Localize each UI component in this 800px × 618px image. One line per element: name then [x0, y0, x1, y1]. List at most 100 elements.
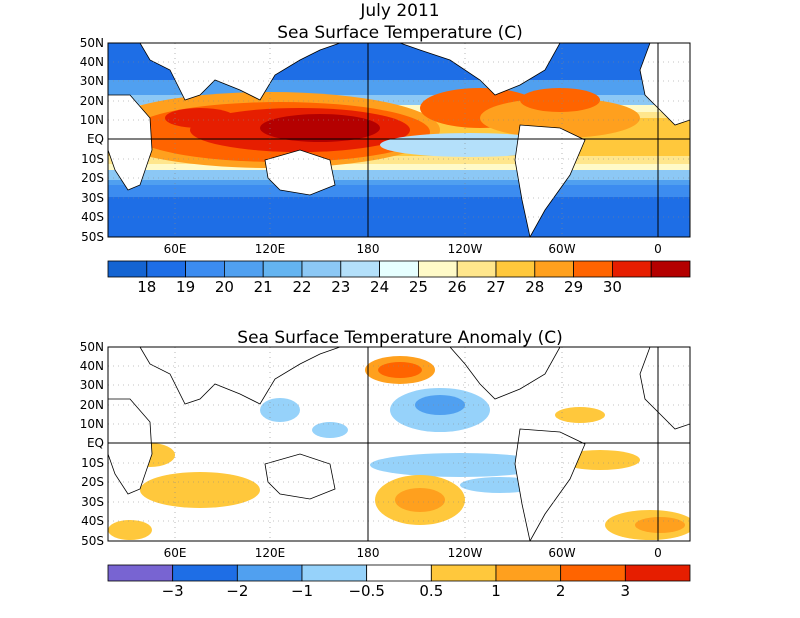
colorbar-swatch: [456, 260, 497, 278]
top-lat-label: 40S: [81, 210, 104, 224]
bottom-lat-label: 40S: [81, 514, 104, 528]
colorbar-label: 0.5: [419, 582, 443, 600]
colorbar-swatch: [430, 564, 497, 582]
colorbar-label: 23: [331, 278, 350, 296]
top-lon-label: 180: [357, 242, 380, 256]
top-lat-label: 40N: [80, 55, 104, 69]
colorbar-label: 21: [254, 278, 273, 296]
colorbar-label: 28: [525, 278, 544, 296]
africa-outline: [108, 398, 153, 495]
colorbar-swatch: [573, 260, 613, 278]
colorbar-label: 29: [564, 278, 583, 296]
bottom-map: [107, 346, 691, 542]
colorbar-label: 20: [215, 278, 234, 296]
eurasia-outline: [108, 347, 341, 405]
colorbar-swatch: [262, 260, 303, 278]
colorbar-swatch: [534, 260, 574, 278]
colorbar-swatch: [301, 260, 342, 278]
top-lat-label: 10S: [81, 152, 104, 166]
south-america-outline: [514, 428, 586, 541]
top-lon-label: 120E: [255, 242, 286, 256]
colorbar-label: 3: [621, 582, 631, 600]
colorbar-swatch: [624, 564, 691, 582]
top-lon-label: 60W: [548, 242, 575, 256]
top-continents: [108, 43, 690, 237]
australia-landmass: [264, 149, 336, 196]
top-lon-label: 60E: [164, 242, 187, 256]
colorbar-swatch: [236, 564, 303, 582]
colorbar-swatch: [107, 260, 148, 278]
colorbar-label: −2: [226, 582, 248, 600]
top-map-frame: [107, 42, 691, 238]
bottom-lat-label: 20S: [81, 475, 104, 489]
top-lat-label: 30S: [81, 191, 104, 205]
bottom-lat-label: 50S: [81, 534, 104, 548]
top-lat-label: 10N: [80, 113, 104, 127]
north-america-outline: [449, 347, 561, 400]
colorbar-swatch: [185, 260, 225, 278]
top-lat-label: 30N: [80, 74, 104, 88]
colorbar-swatch: [495, 260, 536, 278]
top-lat-label: 20S: [81, 171, 104, 185]
colorbar-label: 30: [603, 278, 622, 296]
colorbar-swatch: [560, 564, 626, 582]
top-map: [107, 42, 691, 238]
bottom-map-frame: [107, 346, 691, 542]
colorbar-label: 22: [292, 278, 311, 296]
colorbar-label: −3: [162, 582, 184, 600]
figure-title: July 2011: [359, 1, 439, 21]
europe-west-africa-landmass: [639, 43, 690, 126]
bottom-lon-label: 60W: [548, 546, 575, 560]
bottom-panel-title: Sea Surface Temperature Anomaly (C): [237, 328, 562, 348]
south-america-landmass: [514, 124, 586, 237]
bottom-lon-label: 60E: [164, 546, 187, 560]
colorbar-swatch: [223, 260, 264, 278]
top-grid: [108, 43, 690, 237]
bottom-lon-label: 180: [357, 546, 380, 560]
bottom-lon-label: 120W: [448, 546, 483, 560]
bottom-lat-label: 30N: [80, 378, 104, 392]
bottom-lon-label: 0: [654, 546, 662, 560]
bottom-continents: [108, 347, 690, 541]
bottom-lat-label: 40N: [80, 359, 104, 373]
bottom-grid: [108, 347, 690, 541]
colorbar-label: 27: [486, 278, 505, 296]
bottom-lat-label: 20N: [80, 398, 104, 412]
colorbar-swatch: [340, 260, 380, 278]
africa-landmass: [108, 94, 153, 191]
bottom-lat-label: 10N: [80, 417, 104, 431]
europe-west-africa-outline: [639, 347, 690, 430]
colorbar-label: 25: [409, 278, 428, 296]
top-lon-label: 120W: [448, 242, 483, 256]
bottom-anomaly-field: [108, 347, 690, 541]
colorbar-label: 19: [176, 278, 195, 296]
top-panel-title: Sea Surface Temperature (C): [277, 23, 522, 43]
colorbar-swatch: [301, 564, 368, 582]
colorbar-swatch: [379, 260, 419, 278]
colorbar-label: 18: [137, 278, 156, 296]
australia-outline: [264, 453, 336, 500]
bottom-lon-axis: 60E 120E 180 120W 60W 0: [164, 546, 662, 560]
colorbar-swatch: [612, 260, 652, 278]
bottom-lat-label: 50N: [80, 340, 104, 354]
top-sst-field: [108, 43, 690, 237]
top-lat-label: 20N: [80, 94, 104, 108]
colorbar-swatch: [650, 260, 691, 278]
bottom-colorbar: −3 −2 −1 −0.5 0.5 1 2 3: [107, 564, 691, 600]
bottom-lat-label: EQ: [87, 436, 104, 450]
bottom-lat-label: 30S: [81, 495, 104, 509]
top-lat-label: EQ: [87, 132, 104, 146]
colorbar-label: −1: [291, 582, 313, 600]
top-lat-label: 50N: [80, 36, 104, 50]
colorbar-swatch: [172, 564, 238, 582]
colorbar-label: −0.5: [348, 582, 384, 600]
colorbar-label: 26: [448, 278, 467, 296]
top-lon-label: 0: [654, 242, 662, 256]
top-lat-label: 50S: [81, 230, 104, 244]
eurasia-landmass: [108, 43, 341, 101]
colorbar-label: 24: [370, 278, 389, 296]
top-lon-axis: 60E 120E 180 120W 60W 0: [164, 242, 662, 256]
bottom-lat-axis: 50N 40N 30N 20N 10N EQ 10S 20S 30S 40S 5…: [80, 340, 104, 548]
colorbar-swatch: [495, 564, 562, 582]
